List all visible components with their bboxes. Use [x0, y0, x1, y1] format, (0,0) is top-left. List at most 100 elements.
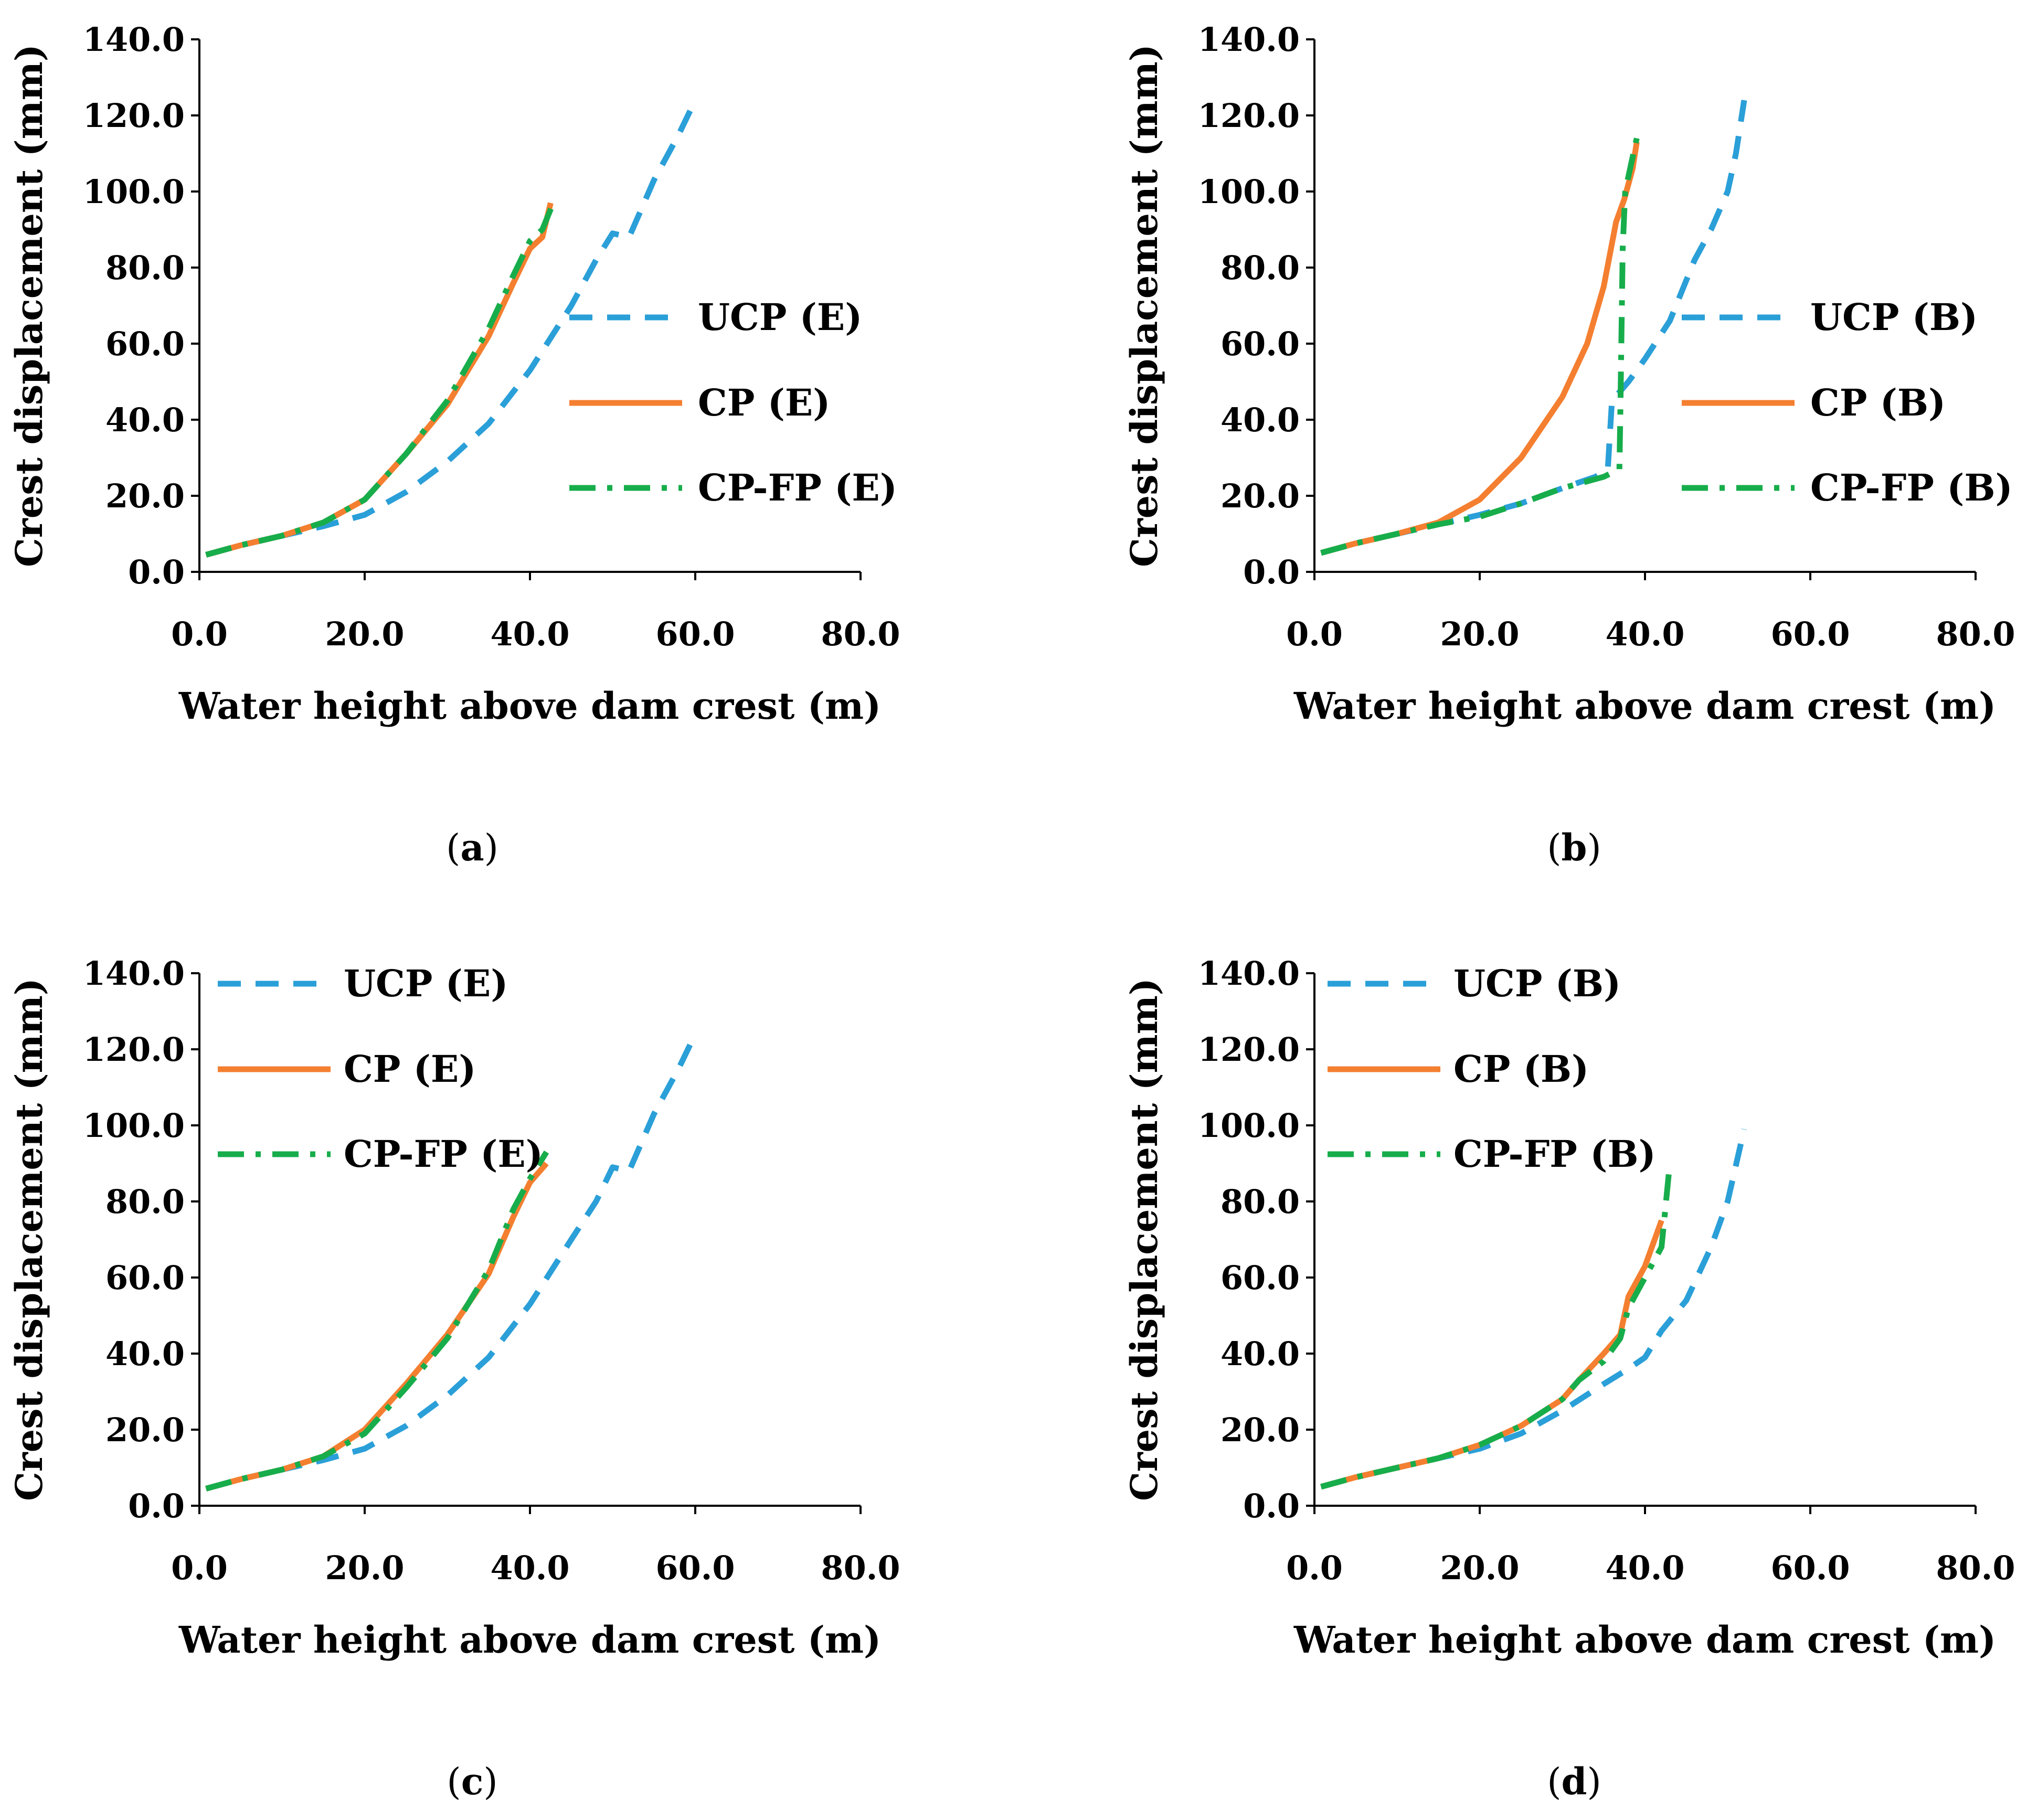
- y-tick-label: 80.0: [1221, 249, 1300, 287]
- x-tick-label: 20.0: [1440, 1549, 1519, 1587]
- x-tick-label: 40.0: [490, 1549, 569, 1587]
- y-axis-title: Crest displacement (mm): [7, 978, 51, 1501]
- x-tick-label: 80.0: [821, 615, 900, 653]
- chart-panel-a: 0.0 20.0 40.0 60.0 80.0 100.0 120.0 140.0 0.0 20.…: [7, 20, 900, 869]
- x-tick-label: 60.0: [655, 1549, 735, 1587]
- y-tick-label: 60.0: [105, 1259, 185, 1297]
- x-tick-label: 0.0: [171, 1549, 228, 1587]
- caption-letter: b: [1562, 826, 1587, 869]
- series-line-ucp: [1320, 100, 1747, 556]
- x-tick-label: 0.0: [171, 615, 228, 653]
- y-tick-label: 100.0: [83, 173, 185, 211]
- legend-label-cp: CP (B): [1453, 1047, 1589, 1091]
- x-tick-label: 40.0: [1605, 1549, 1684, 1587]
- chart-panel-b: 0.0 20.0 40.0 60.0 80.0 100.0 120.0 140.0 0.0 20.…: [1122, 20, 2015, 869]
- legend-label-cp: CP (E): [698, 381, 830, 424]
- caption-paren: ): [483, 1760, 497, 1803]
- caption-paren: (: [446, 826, 460, 869]
- y-tick-label: 120.0: [1198, 1030, 1300, 1069]
- y-tick-label: 100.0: [1198, 1106, 1300, 1145]
- y-tick-label: 100.0: [1198, 173, 1300, 211]
- y-tick-label: 140.0: [1198, 954, 1300, 993]
- y-tick-label: 100.0: [83, 1106, 185, 1145]
- x-tick-label: 80.0: [1936, 615, 2015, 653]
- x-axis-title: Water height above dam crest (m): [1293, 1618, 1996, 1662]
- y-tick-label: 120.0: [83, 97, 185, 135]
- y-tick-label: 20.0: [105, 1411, 185, 1449]
- y-tick-label: 0.0: [128, 553, 185, 591]
- caption-paren: (: [1547, 1760, 1561, 1803]
- series-line-ucp: [205, 99, 698, 558]
- legend-label-cp: CP (B): [1810, 381, 1946, 424]
- panel-caption: (b): [1547, 826, 1601, 869]
- y-tick-label: 120.0: [1198, 97, 1300, 135]
- series-line-cpfp: [205, 1150, 549, 1492]
- y-tick-label: 40.0: [1221, 1335, 1300, 1373]
- legend-label-cpfp: CP-FP (E): [344, 1132, 543, 1176]
- y-tick-label: 0.0: [1243, 553, 1300, 591]
- series-line-cpfp: [205, 198, 558, 558]
- y-tick-label: 60.0: [105, 325, 185, 363]
- legend-label-ucp: UCP (B): [1810, 295, 1978, 339]
- panel-caption: (a): [446, 826, 498, 869]
- series-line-cp: [1320, 1219, 1664, 1490]
- x-tick-label: 0.0: [1286, 1549, 1343, 1587]
- y-tick-label: 40.0: [105, 1335, 185, 1373]
- panel-caption: (c): [447, 1760, 497, 1803]
- caption-paren: (: [447, 1760, 461, 1803]
- caption-letter: d: [1562, 1760, 1587, 1803]
- y-tick-label: 140.0: [83, 954, 185, 993]
- legend-label-cpfp: CP-FP (B): [1810, 466, 2013, 509]
- x-tick-label: 0.0: [1286, 615, 1343, 653]
- x-axis-title: Water height above dam crest (m): [178, 684, 881, 728]
- series-line-cp: [205, 1161, 549, 1492]
- y-tick-label: 40.0: [105, 401, 185, 439]
- y-axis-title: Crest displacement (mm): [1122, 44, 1166, 567]
- y-tick-label: 20.0: [105, 477, 185, 515]
- series-line-cp: [205, 202, 554, 558]
- caption-paren: ): [1587, 1760, 1601, 1803]
- y-tick-label: 80.0: [105, 1183, 185, 1221]
- x-tick-label: 80.0: [821, 1549, 900, 1587]
- chart-panel-c: 0.0 20.0 40.0 60.0 80.0 100.0 120.0 140.0 0.0 20.…: [7, 954, 900, 1803]
- chart-panel-d: 0.0 20.0 40.0 60.0 80.0 100.0 120.0 140.0 0.0 20.…: [1122, 954, 2015, 1803]
- caption-paren: ): [484, 826, 498, 869]
- y-tick-label: 80.0: [1221, 1183, 1300, 1221]
- panel-caption: (d): [1547, 1760, 1601, 1803]
- series-line-ucp: [1320, 1129, 1747, 1490]
- caption-paren: (: [1547, 826, 1561, 869]
- y-tick-label: 40.0: [1221, 401, 1300, 439]
- y-tick-label: 60.0: [1221, 325, 1300, 363]
- y-tick-label: 0.0: [1243, 1487, 1300, 1525]
- y-tick-label: 140.0: [83, 20, 185, 59]
- y-tick-label: 60.0: [1221, 1259, 1300, 1297]
- legend-label-ucp: UCP (B): [1453, 962, 1621, 1005]
- legend-label-cpfp: CP-FP (E): [698, 466, 897, 509]
- y-tick-label: 0.0: [128, 1487, 185, 1525]
- x-tick-label: 20.0: [325, 615, 404, 653]
- caption-letter: a: [460, 826, 484, 869]
- legend-label-cp: CP (E): [344, 1047, 476, 1091]
- x-tick-label: 80.0: [1936, 1549, 2015, 1587]
- y-axis-title: Crest displacement (mm): [7, 44, 51, 567]
- x-tick-label: 60.0: [1770, 1549, 1850, 1587]
- y-tick-label: 140.0: [1198, 20, 1300, 59]
- y-tick-label: 20.0: [1221, 477, 1300, 515]
- x-tick-label: 60.0: [1770, 615, 1850, 653]
- x-tick-label: 40.0: [490, 615, 569, 653]
- series-line-cpfp: [1320, 1163, 1673, 1490]
- y-tick-label: 20.0: [1221, 1411, 1300, 1449]
- y-tick-label: 80.0: [105, 249, 185, 287]
- x-tick-label: 60.0: [655, 615, 735, 653]
- y-axis-title: Crest displacement (mm): [1122, 978, 1166, 1501]
- y-tick-label: 120.0: [83, 1030, 185, 1069]
- series-line-cp: [1320, 141, 1640, 556]
- x-axis-title: Water height above dam crest (m): [178, 1618, 881, 1662]
- x-tick-label: 40.0: [1605, 615, 1684, 653]
- legend-label-ucp: UCP (E): [344, 962, 508, 1005]
- x-tick-label: 20.0: [1440, 615, 1519, 653]
- x-axis-title: Water height above dam crest (m): [1293, 684, 1996, 728]
- x-tick-label: 20.0: [325, 1549, 404, 1587]
- series-line-ucp: [205, 1033, 698, 1492]
